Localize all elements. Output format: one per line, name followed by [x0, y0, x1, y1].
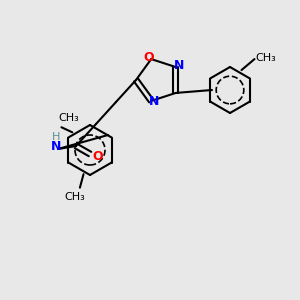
- Text: O: O: [143, 51, 154, 64]
- Text: CH₃: CH₃: [58, 113, 79, 123]
- Text: H: H: [52, 132, 60, 142]
- Text: CH₃: CH₃: [256, 53, 276, 63]
- Text: N: N: [51, 140, 61, 154]
- Text: CH₃: CH₃: [64, 192, 85, 202]
- Text: N: N: [149, 95, 159, 108]
- Text: O: O: [92, 149, 103, 163]
- Text: N: N: [174, 58, 184, 72]
